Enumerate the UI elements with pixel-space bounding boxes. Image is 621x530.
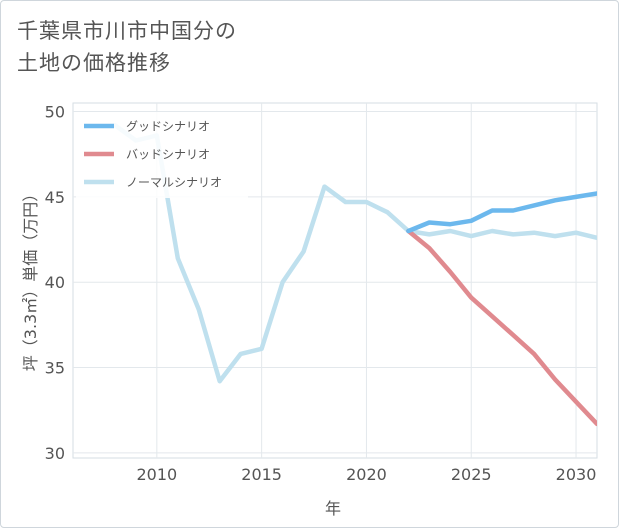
x-tick-label: 2015 <box>241 465 282 484</box>
y-axis-title: 坪（3.3㎡）単価（万円） <box>21 186 40 371</box>
x-tick-label: 2030 <box>556 465 597 484</box>
y-tick-label: 50 <box>45 103 65 122</box>
y-tick-label: 40 <box>45 273 65 292</box>
x-tick-label: 2020 <box>346 465 387 484</box>
series-line-3 <box>112 122 597 384</box>
chart-title: 千葉県市川市中国分の 土地の価格推移 <box>17 19 237 75</box>
legend-label-2: バッドシナリオ <box>126 148 210 162</box>
y-tick-label: 30 <box>45 444 65 463</box>
x-tick-label: 2025 <box>451 465 492 484</box>
series-line-2 <box>406 228 597 427</box>
plot-frame <box>72 102 598 459</box>
x-axis-title: 年 <box>325 499 341 518</box>
legend-label-3: ノーマルシナリオ <box>126 176 222 190</box>
series-line-1 <box>406 191 597 234</box>
y-tick-label: 35 <box>45 359 65 378</box>
y-tick-label: 45 <box>45 188 65 207</box>
x-tick-label: 2010 <box>136 465 177 484</box>
legend-label-1: グッドシナリオ <box>126 120 210 134</box>
